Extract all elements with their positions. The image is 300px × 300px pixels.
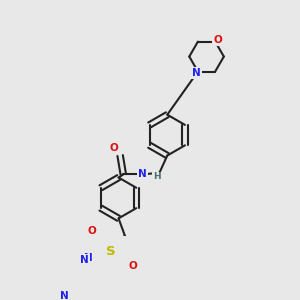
Text: N: N — [80, 255, 89, 265]
Text: N: N — [60, 291, 69, 300]
Text: H: H — [153, 172, 161, 181]
Text: O: O — [110, 143, 118, 153]
Text: N: N — [192, 68, 201, 78]
Text: O: O — [213, 35, 222, 45]
Text: O: O — [88, 226, 96, 236]
Text: N: N — [138, 169, 146, 179]
Text: O: O — [128, 260, 137, 271]
Text: N: N — [84, 253, 93, 263]
Text: S: S — [106, 245, 116, 258]
